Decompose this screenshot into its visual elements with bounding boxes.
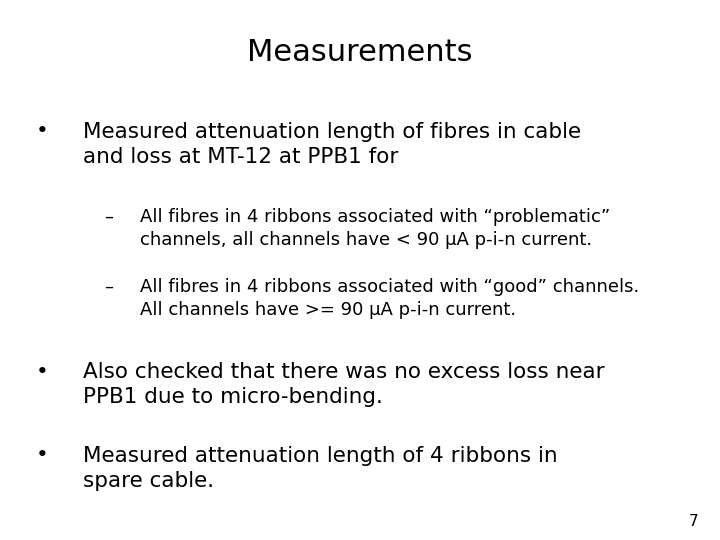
Text: 7: 7 [689,514,698,529]
Text: •: • [36,362,49,382]
Text: –: – [104,208,114,226]
Text: •: • [36,122,49,141]
Text: Measurements: Measurements [247,38,473,67]
Text: All fibres in 4 ribbons associated with “problematic”
channels, all channels hav: All fibres in 4 ribbons associated with … [140,208,611,249]
Text: Measured attenuation length of 4 ribbons in
spare cable.: Measured attenuation length of 4 ribbons… [83,446,557,491]
Text: Measured attenuation length of fibres in cable
and loss at MT-12 at PPB1 for: Measured attenuation length of fibres in… [83,122,581,167]
Text: –: – [104,278,114,296]
Text: Also checked that there was no excess loss near
PPB1 due to micro-bending.: Also checked that there was no excess lo… [83,362,604,407]
Text: All fibres in 4 ribbons associated with “good” channels.
All channels have >= 90: All fibres in 4 ribbons associated with … [140,278,639,319]
Text: •: • [36,446,49,465]
